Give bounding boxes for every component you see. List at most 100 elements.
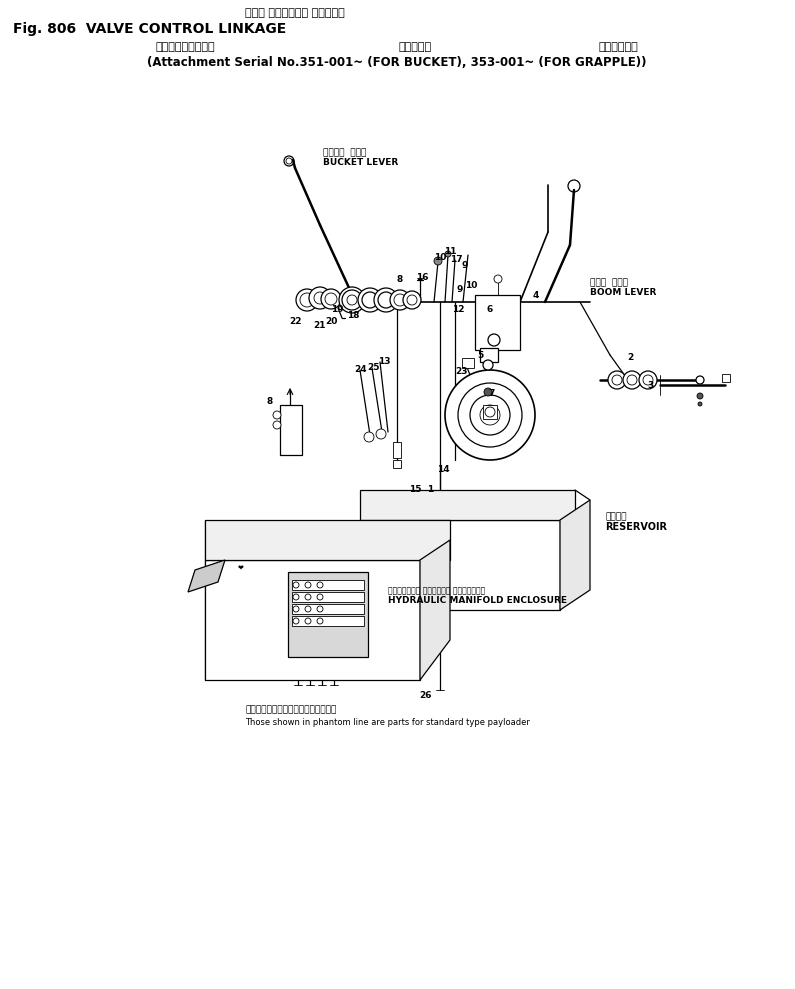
Bar xyxy=(462,358,474,368)
Text: (Attachment Serial No.351-001~ (FOR BUCKET), 353-001~ (FOR GRAPPLE)): (Attachment Serial No.351-001~ (FOR BUCK… xyxy=(147,56,647,69)
Bar xyxy=(722,374,730,382)
Circle shape xyxy=(305,618,311,624)
Bar xyxy=(292,592,364,602)
Circle shape xyxy=(273,421,281,429)
Circle shape xyxy=(358,288,382,312)
Circle shape xyxy=(293,618,299,624)
Text: 3: 3 xyxy=(647,381,653,390)
Text: 14: 14 xyxy=(436,466,449,475)
Text: リザーバ: リザーバ xyxy=(605,512,626,521)
Circle shape xyxy=(321,289,341,309)
Text: 10: 10 xyxy=(434,253,446,262)
Bar xyxy=(292,616,364,626)
Text: アタッチメント号機: アタッチメント号機 xyxy=(155,42,215,52)
Text: 13: 13 xyxy=(378,357,390,367)
Bar xyxy=(483,405,497,419)
Text: バルブ コントロール リンケージ: バルブ コントロール リンケージ xyxy=(245,8,345,18)
Text: 22: 22 xyxy=(289,317,301,326)
Circle shape xyxy=(390,290,410,310)
Text: ❤: ❤ xyxy=(238,565,244,571)
Text: ブーム  レバー: ブーム レバー xyxy=(590,278,628,287)
Text: 10: 10 xyxy=(465,281,477,290)
Circle shape xyxy=(623,371,641,389)
Text: BOOM LEVER: BOOM LEVER xyxy=(590,288,657,297)
Text: RESERVOIR: RESERVOIR xyxy=(605,522,667,532)
Text: 21: 21 xyxy=(312,321,325,330)
Circle shape xyxy=(697,393,703,399)
Circle shape xyxy=(494,275,502,283)
Polygon shape xyxy=(360,490,575,520)
Bar xyxy=(393,442,401,458)
Circle shape xyxy=(374,288,398,312)
Circle shape xyxy=(317,582,323,588)
Circle shape xyxy=(485,407,495,417)
Circle shape xyxy=(488,334,500,346)
Text: 9: 9 xyxy=(462,260,468,269)
Text: 9: 9 xyxy=(457,286,463,295)
Text: 仮想線で示されている部品は標準車用: 仮想線で示されている部品は標準車用 xyxy=(245,705,336,714)
Bar xyxy=(475,295,520,350)
Circle shape xyxy=(317,618,323,624)
Circle shape xyxy=(293,594,299,600)
Text: 1: 1 xyxy=(427,486,433,494)
Bar xyxy=(288,572,368,657)
Text: 19: 19 xyxy=(331,306,343,315)
Circle shape xyxy=(434,257,442,265)
Text: バケット  レバー: バケット レバー xyxy=(323,148,366,157)
Polygon shape xyxy=(420,540,450,680)
Circle shape xyxy=(286,158,292,164)
Text: 24: 24 xyxy=(355,366,367,375)
Text: 17: 17 xyxy=(450,255,463,264)
Circle shape xyxy=(445,251,451,257)
Circle shape xyxy=(484,388,492,396)
Circle shape xyxy=(317,594,323,600)
Text: Fig. 806  VALVE CONTROL LINKAGE: Fig. 806 VALVE CONTROL LINKAGE xyxy=(13,22,286,36)
Text: 8: 8 xyxy=(397,276,403,285)
Circle shape xyxy=(309,287,331,309)
Circle shape xyxy=(639,371,657,389)
Circle shape xyxy=(317,606,323,612)
Text: HYDRAULIC MANIFOLD ENCLOSURE: HYDRAULIC MANIFOLD ENCLOSURE xyxy=(388,596,567,605)
Text: 12: 12 xyxy=(452,306,464,315)
Text: 18: 18 xyxy=(347,312,359,320)
Text: 2: 2 xyxy=(627,353,633,363)
Text: 7: 7 xyxy=(489,389,495,398)
Circle shape xyxy=(696,376,704,384)
Circle shape xyxy=(376,429,386,439)
Circle shape xyxy=(293,582,299,588)
Text: バケット用: バケット用 xyxy=(398,42,432,52)
Text: 8: 8 xyxy=(267,398,273,406)
Circle shape xyxy=(273,411,281,419)
Text: 6: 6 xyxy=(487,306,493,315)
Text: 11: 11 xyxy=(444,247,456,256)
Text: 20: 20 xyxy=(325,317,337,326)
Circle shape xyxy=(483,360,493,370)
Circle shape xyxy=(305,606,311,612)
Polygon shape xyxy=(188,560,225,592)
Polygon shape xyxy=(205,560,420,680)
Text: ハイドロリック マニホールド インクロージャ: ハイドロリック マニホールド インクロージャ xyxy=(388,586,485,595)
Bar xyxy=(292,604,364,614)
Text: 4: 4 xyxy=(533,291,539,300)
Text: 15: 15 xyxy=(409,486,421,494)
Polygon shape xyxy=(560,500,590,610)
Circle shape xyxy=(698,402,702,406)
Polygon shape xyxy=(360,520,560,610)
Circle shape xyxy=(403,291,421,309)
Circle shape xyxy=(293,606,299,612)
Bar xyxy=(393,460,401,468)
Text: 16: 16 xyxy=(416,273,429,282)
Polygon shape xyxy=(205,520,450,560)
Text: 23: 23 xyxy=(455,368,467,377)
Text: 25: 25 xyxy=(368,363,380,372)
Circle shape xyxy=(445,370,535,460)
Text: BUCKET LEVER: BUCKET LEVER xyxy=(323,158,398,167)
Circle shape xyxy=(305,582,311,588)
Bar xyxy=(292,580,364,590)
Circle shape xyxy=(296,289,318,311)
Circle shape xyxy=(339,287,365,313)
Circle shape xyxy=(305,594,311,600)
Text: 26: 26 xyxy=(420,690,432,699)
Bar xyxy=(480,348,498,362)
Bar xyxy=(280,405,302,455)
